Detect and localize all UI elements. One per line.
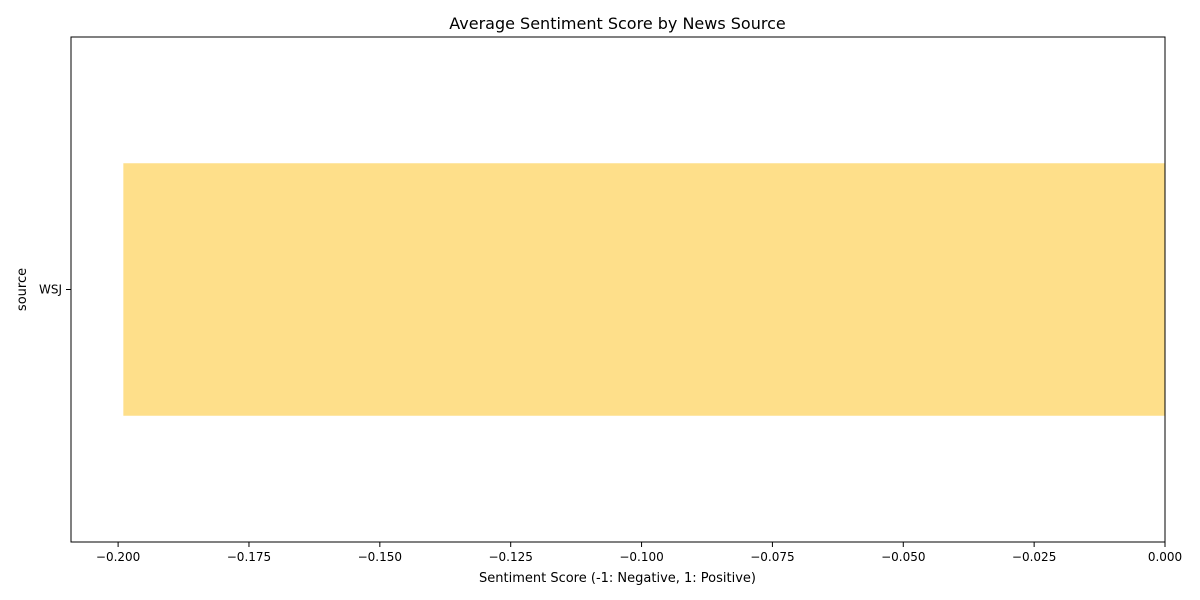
x-tick-label: −0.025 bbox=[1012, 550, 1056, 564]
bar-wsj bbox=[123, 163, 1166, 416]
y-axis-label: source bbox=[15, 268, 30, 311]
y-tick-label: WSJ bbox=[39, 283, 62, 297]
x-tick-label: −0.075 bbox=[750, 550, 794, 564]
y-ticks-group: WSJ bbox=[39, 283, 71, 297]
bars-group bbox=[123, 163, 1166, 416]
x-tick-label: −0.150 bbox=[358, 550, 402, 564]
x-tick-label: −0.100 bbox=[619, 550, 663, 564]
x-tick-label: 0.000 bbox=[1148, 550, 1182, 564]
x-ticks-group: −0.200 −0.175 −0.150 −0.125 −0.100 −0.075 −0.0… bbox=[96, 542, 1182, 564]
x-tick-label: −0.050 bbox=[881, 550, 925, 564]
x-axis-label: Sentiment Score (-1: Negative, 1: Positi… bbox=[479, 571, 756, 586]
x-tick-label: −0.125 bbox=[488, 550, 532, 564]
x-tick-label: −0.200 bbox=[96, 550, 140, 564]
x-tick-label: −0.175 bbox=[227, 550, 271, 564]
chart-title: Average Sentiment Score by News Source bbox=[449, 14, 785, 33]
